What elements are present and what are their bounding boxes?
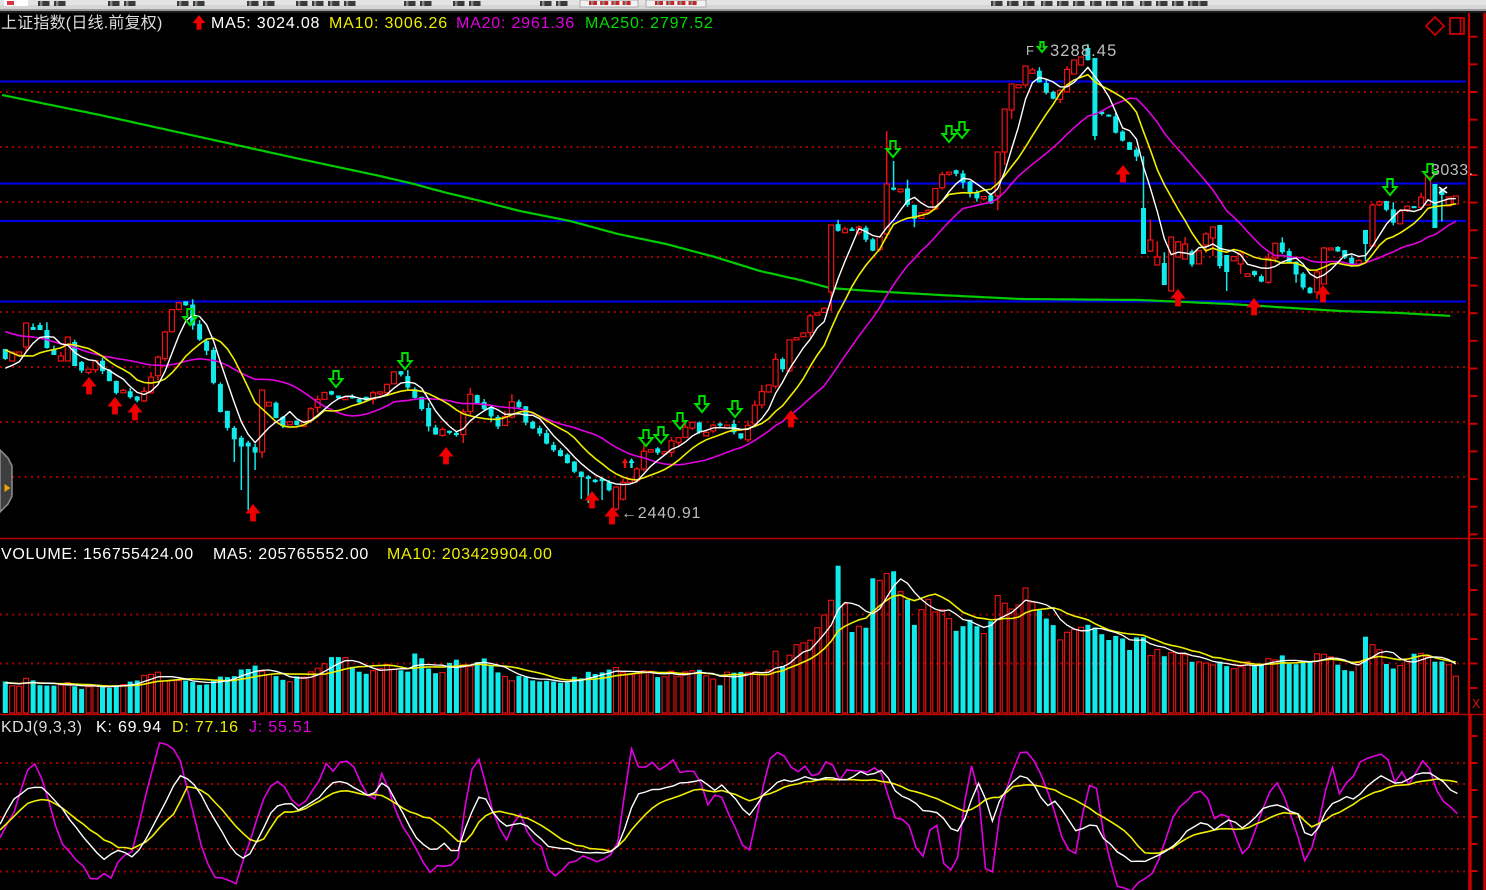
svg-text:3288.45: 3288.45	[1050, 42, 1117, 60]
svg-text:VOLUME: 156755424.00: VOLUME: 156755424.00	[1, 546, 194, 563]
svg-text:K: 69.94: K: 69.94	[96, 719, 162, 736]
svg-text:KDJ(9,3,3): KDJ(9,3,3)	[1, 719, 82, 736]
svg-text:上证指数(日线.前复权): 上证指数(日线.前复权)	[1, 14, 163, 32]
svg-text:J: 55.51: J: 55.51	[249, 719, 312, 736]
svg-text:MA5: 3024.08: MA5: 3024.08	[211, 15, 320, 32]
svg-text:MA250: 2797.52: MA250: 2797.52	[585, 15, 714, 32]
svg-text:X: X	[1472, 697, 1481, 711]
svg-text:MA10: 203429904.00: MA10: 203429904.00	[387, 546, 553, 563]
svg-text:MA20: 2961.36: MA20: 2961.36	[456, 15, 575, 32]
svg-text:3033.: 3033.	[1431, 162, 1474, 179]
svg-text:F: F	[1026, 43, 1034, 58]
svg-text:←2440.91: ←2440.91	[621, 505, 701, 522]
svg-text:MA10: 3006.26: MA10: 3006.26	[329, 15, 448, 32]
svg-text:D: 77.16: D: 77.16	[172, 719, 239, 736]
svg-text:MA5: 205765552.00: MA5: 205765552.00	[213, 546, 369, 563]
